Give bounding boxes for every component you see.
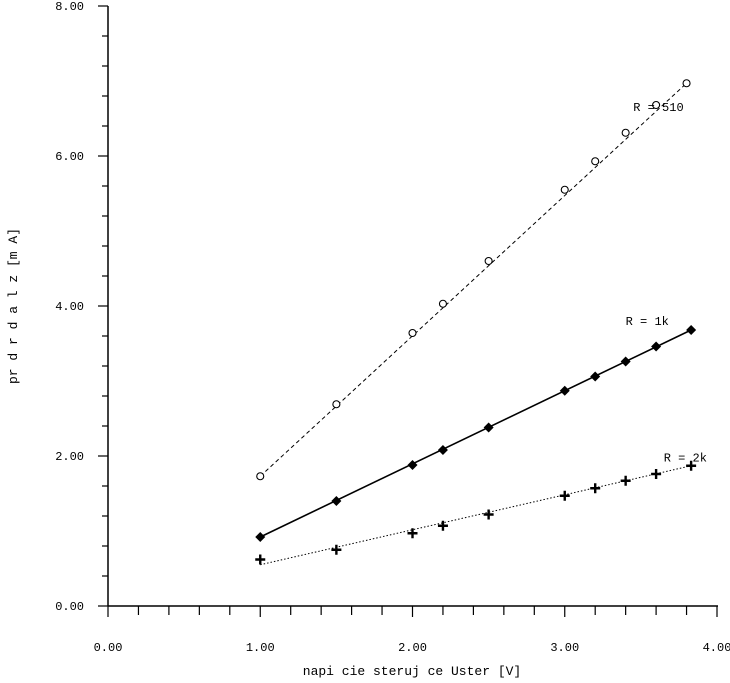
data-point xyxy=(483,422,494,433)
x-tick-label: 3.00 xyxy=(550,641,579,655)
series-2: R = 1k xyxy=(255,315,697,542)
data-point xyxy=(437,445,448,455)
data-point xyxy=(484,256,493,266)
data-point xyxy=(407,528,418,539)
y-tick-label: 8.00 xyxy=(55,0,84,14)
series-fit-line xyxy=(259,82,687,477)
data-point xyxy=(686,460,697,471)
data-point xyxy=(590,483,601,494)
y-tick-label: 6.00 xyxy=(55,150,84,164)
series-3: R = 2k xyxy=(255,451,707,566)
data-point xyxy=(621,128,630,137)
series-1: R = 510 xyxy=(256,79,691,481)
data-point xyxy=(255,554,266,565)
data-point xyxy=(620,475,631,486)
y-axis-title: pr d r d a l z [m A] xyxy=(6,228,21,384)
data-point xyxy=(591,157,600,166)
data-point xyxy=(331,496,342,506)
y-tick-label: 2.00 xyxy=(55,450,84,464)
data-point xyxy=(438,299,448,308)
data-point xyxy=(483,509,494,520)
y-tick-label: 0.00 xyxy=(55,600,84,614)
data-point xyxy=(437,520,448,531)
x-tick-label: 1.00 xyxy=(246,641,275,655)
y-axis-ticks: 0.00 2.00 4.00 6.00 8.00 xyxy=(55,0,108,614)
series-layer: R = 510 R = 1k R = 2k xyxy=(255,79,707,566)
series-label: R = 2k xyxy=(664,451,707,465)
data-point xyxy=(682,79,691,88)
data-point xyxy=(651,341,662,352)
series-label: R = 510 xyxy=(633,101,683,115)
data-point xyxy=(256,472,265,481)
data-point xyxy=(407,460,418,470)
data-point xyxy=(559,385,570,396)
series-label: R = 1k xyxy=(626,315,669,329)
series-fit-line xyxy=(260,465,692,566)
data-point xyxy=(560,185,569,194)
data-point xyxy=(652,100,661,110)
data-point xyxy=(559,490,570,501)
x-axis-title: napi cie steruj ce Uster [V] xyxy=(303,664,521,679)
y-tick-label: 4.00 xyxy=(55,300,84,314)
x-tick-label: 0.00 xyxy=(94,641,123,655)
x-tick-label: 2.00 xyxy=(398,641,427,655)
data-point xyxy=(332,400,341,409)
data-point xyxy=(331,544,342,555)
data-point xyxy=(686,325,697,335)
x-axis-ticks: 0.00 1.00 2.00 3.00 4.00 xyxy=(94,606,730,655)
data-point xyxy=(590,371,601,382)
data-point xyxy=(408,328,417,338)
data-point xyxy=(255,532,266,542)
series-fit-line xyxy=(259,329,692,538)
data-point xyxy=(651,469,662,479)
x-tick-label: 4.00 xyxy=(703,641,730,655)
data-point xyxy=(620,356,631,367)
